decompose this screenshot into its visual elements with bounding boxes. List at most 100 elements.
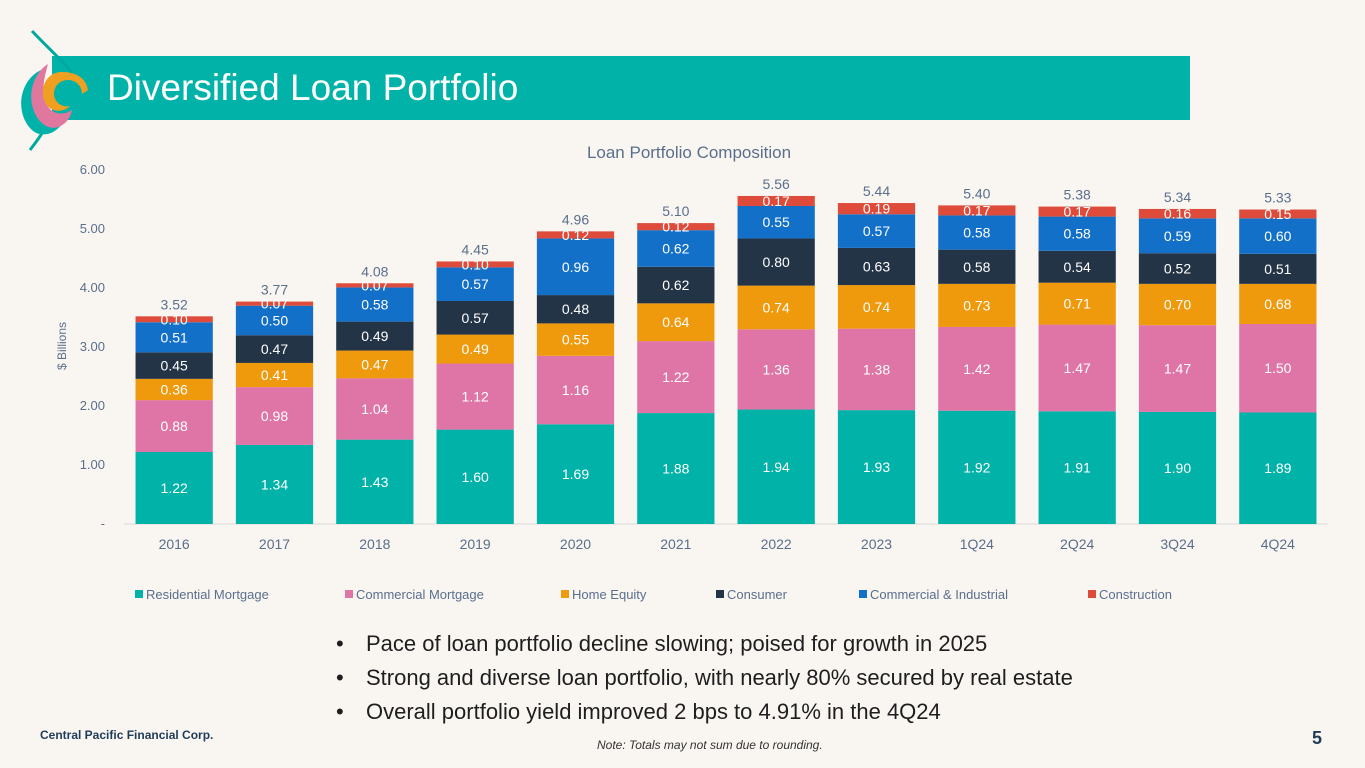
bar-segment [837, 214, 916, 248]
bar-segment [336, 378, 414, 440]
bar-segment [737, 205, 815, 239]
bar-segment [235, 362, 314, 388]
data-label: 1.94 [763, 459, 790, 475]
page-title: Diversified Loan Portfolio [107, 67, 519, 108]
bar-segment [536, 424, 615, 524]
bar-segment [1138, 253, 1217, 284]
data-label: 0.49 [462, 341, 489, 357]
bar-segment [1038, 282, 1116, 325]
data-label: 0.60 [1264, 228, 1291, 244]
bullet-dot-icon: • [336, 631, 344, 656]
y-tick-label: - [101, 516, 105, 531]
bar-segment [436, 300, 514, 335]
bar-segment [1138, 411, 1217, 524]
bar-segment [336, 321, 414, 351]
legend-swatch [859, 590, 867, 598]
data-label: 0.41 [261, 367, 288, 383]
total-label: 5.56 [763, 176, 790, 192]
data-label: 0.58 [963, 225, 990, 241]
bar-segment [938, 205, 1016, 216]
data-label: 0.12 [562, 227, 589, 243]
data-label: 0.71 [1064, 296, 1091, 312]
data-label: 0.17 [1064, 204, 1091, 220]
data-label: 0.45 [161, 358, 188, 374]
bar-segment [135, 322, 213, 353]
total-label: 4.45 [462, 241, 489, 257]
legend-entry: Commercial & Industrial [870, 587, 1008, 602]
data-label: 1.47 [1064, 360, 1091, 376]
bar-segment [737, 195, 815, 206]
data-label: 1.91 [1064, 460, 1091, 476]
bar-segment [135, 378, 213, 401]
bar-segment [1038, 324, 1116, 412]
x-tick-label: 3Q24 [1160, 536, 1194, 552]
data-label: 0.68 [1264, 296, 1291, 312]
data-label: 0.17 [763, 193, 790, 209]
y-tick-label: 3.00 [80, 339, 105, 354]
bar-segment [235, 335, 314, 363]
data-label: 0.51 [1264, 261, 1291, 277]
data-label: 0.51 [161, 329, 188, 345]
data-label: 0.10 [462, 256, 489, 272]
bar-segment [737, 285, 815, 330]
data-label: 1.22 [161, 480, 188, 496]
x-tick-label: 2018 [359, 536, 390, 552]
y-tick-label: 4.00 [80, 280, 105, 295]
legend-entry: Residential Mortgage [146, 587, 269, 602]
bar-segment [1239, 283, 1317, 324]
data-label: 1.88 [662, 461, 689, 477]
data-label: 0.62 [662, 240, 689, 256]
data-label: 0.88 [161, 418, 188, 434]
data-label: 0.52 [1164, 261, 1191, 277]
company-logo-icon [21, 29, 88, 151]
bar-segment [1239, 253, 1317, 284]
data-label: 0.58 [963, 259, 990, 275]
bullet-dot-icon: • [336, 665, 344, 690]
bullet-item: • Strong and diverse loan portfolio, with… [336, 661, 1073, 695]
data-label: 0.74 [763, 299, 790, 315]
bar-segment [336, 287, 414, 322]
bar-segment [1138, 218, 1217, 254]
bar-segment [436, 429, 514, 524]
page-number: 5 [1312, 728, 1323, 748]
total-label: 3.77 [261, 282, 288, 298]
bar-segment [637, 341, 715, 414]
x-tick-label: 1Q24 [960, 536, 994, 552]
bar-segment [336, 350, 414, 379]
legend-swatch [345, 590, 353, 598]
data-label: 0.74 [863, 299, 890, 315]
legend-swatch [1088, 590, 1096, 598]
bar-segment [1239, 323, 1317, 413]
data-label: 1.22 [662, 369, 689, 385]
data-label: 1.89 [1264, 460, 1291, 476]
data-label: 1.93 [863, 459, 890, 475]
bar-segment [1138, 325, 1217, 412]
data-label: 0.59 [1164, 228, 1191, 244]
bar-segment [938, 283, 1016, 327]
footer-note: Note: Totals may not sum due to rounding… [597, 738, 823, 752]
bar-segment [837, 328, 916, 411]
total-label: 5.34 [1164, 189, 1191, 205]
data-label: 0.73 [963, 297, 990, 313]
data-label: 0.07 [361, 277, 388, 293]
data-label: 1.90 [1164, 460, 1191, 476]
data-label: 0.57 [863, 223, 890, 239]
bar-segment [1038, 206, 1116, 217]
y-tick-label: 6.00 [80, 162, 105, 177]
data-label: 1.34 [261, 476, 288, 492]
bullet-item: • Overall portfolio yield improved 2 bps … [336, 695, 1073, 729]
bar-segment [436, 334, 514, 364]
data-label: 0.36 [161, 381, 188, 397]
bar-segment [1239, 218, 1317, 254]
bar-segment [135, 316, 213, 323]
bar-segment [235, 301, 314, 306]
total-label: 5.33 [1264, 190, 1291, 206]
data-label: 0.10 [161, 311, 188, 327]
x-tick-label: 2016 [159, 536, 190, 552]
data-label: 0.47 [361, 356, 388, 372]
data-label: 0.50 [261, 312, 288, 328]
data-label: 1.43 [361, 474, 388, 490]
legend-entry: Commercial Mortgage [356, 587, 484, 602]
bar-segment [737, 238, 815, 286]
bar-segment [436, 363, 514, 430]
